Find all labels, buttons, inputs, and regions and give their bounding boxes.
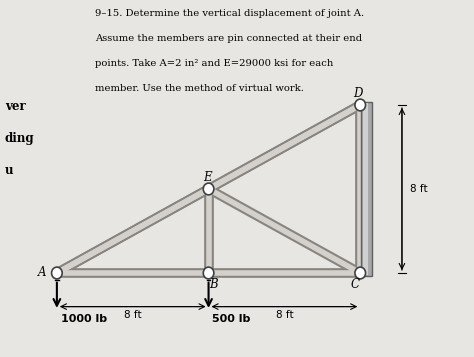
FancyBboxPatch shape xyxy=(363,103,368,275)
Text: A: A xyxy=(38,266,46,280)
Text: u: u xyxy=(5,164,13,177)
Text: B: B xyxy=(210,278,218,291)
Text: E: E xyxy=(203,171,212,184)
Text: ver: ver xyxy=(5,100,26,113)
Text: points. Take A=2 in² and E=29000 ksi for each: points. Take A=2 in² and E=29000 ksi for… xyxy=(95,59,333,68)
Text: 1000 lb: 1000 lb xyxy=(61,314,107,324)
Circle shape xyxy=(203,183,214,195)
Circle shape xyxy=(52,267,62,279)
Text: ding: ding xyxy=(5,132,34,145)
Text: Assume the members are pin connected at their end: Assume the members are pin connected at … xyxy=(95,34,362,43)
Text: member. Use the method of virtual work.: member. Use the method of virtual work. xyxy=(95,84,304,93)
Text: 8 ft: 8 ft xyxy=(124,310,142,320)
Text: 8 ft: 8 ft xyxy=(275,310,293,320)
Circle shape xyxy=(355,99,365,111)
Circle shape xyxy=(355,267,365,279)
Text: 500 lb: 500 lb xyxy=(212,314,251,324)
FancyBboxPatch shape xyxy=(361,102,372,276)
Text: D: D xyxy=(354,87,363,100)
Circle shape xyxy=(203,267,214,279)
Text: 8 ft: 8 ft xyxy=(410,184,427,194)
Text: 9–15. Determine the vertical displacement of joint A.: 9–15. Determine the vertical displacemen… xyxy=(95,9,364,18)
Text: C: C xyxy=(350,278,359,291)
